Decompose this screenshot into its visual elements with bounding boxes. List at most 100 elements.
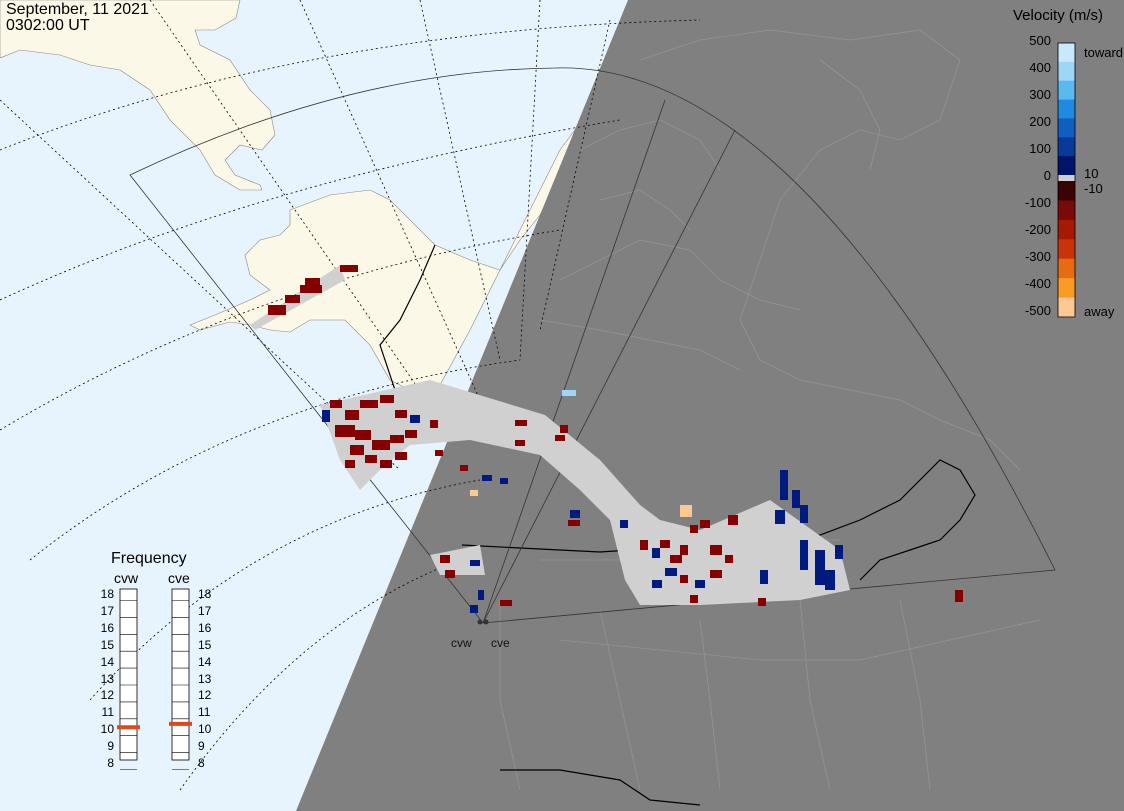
colorbar-pos-label: 10 bbox=[1084, 166, 1099, 181]
echo-cell bbox=[410, 415, 420, 423]
echo-cell bbox=[395, 410, 407, 418]
frequency-title: Frequency bbox=[111, 550, 187, 567]
echo-cell bbox=[372, 440, 390, 450]
echo-cell bbox=[690, 595, 698, 603]
frequency-tick-left: 10 bbox=[100, 722, 114, 737]
colorbar-swatch bbox=[1058, 297, 1075, 318]
echo-cell bbox=[780, 470, 788, 500]
colorbar-tick: 0 bbox=[1043, 168, 1051, 183]
colorbar-swatch bbox=[1058, 43, 1075, 63]
night-side-geography bbox=[499, 29, 1041, 791]
echo-cell bbox=[835, 545, 843, 559]
echo-cell bbox=[345, 410, 359, 420]
colorbar-neg-label: -10 bbox=[1084, 181, 1103, 196]
echo-cell bbox=[470, 605, 478, 613]
colorbar-swatch bbox=[1058, 258, 1075, 279]
colorbar-toward-label: toward bbox=[1084, 45, 1124, 60]
echo-cell bbox=[652, 580, 662, 588]
echo-cell bbox=[728, 515, 738, 525]
echo-cell bbox=[570, 510, 580, 518]
velocity-colorbar bbox=[1057, 42, 1076, 318]
echo-cell bbox=[445, 570, 455, 578]
echo-cell bbox=[350, 445, 364, 455]
echo-cell bbox=[500, 478, 508, 484]
frequency-tick-left: 14 bbox=[100, 654, 114, 669]
echo-cell bbox=[322, 410, 330, 422]
colorbar-swatch bbox=[1058, 61, 1075, 82]
echo-cell bbox=[268, 305, 286, 315]
colorbar-tick: -300 bbox=[1024, 249, 1051, 264]
echo-cell bbox=[470, 560, 480, 566]
echo-cell bbox=[758, 598, 766, 606]
colorbar-tick: 300 bbox=[1029, 87, 1051, 102]
echo-cell bbox=[710, 570, 722, 578]
echo-cell bbox=[405, 430, 417, 438]
time-label: 0302:00 UT bbox=[6, 17, 90, 34]
echo-cell bbox=[365, 455, 377, 463]
echo-cell bbox=[815, 550, 825, 585]
frequency-tick-left: 8 bbox=[107, 756, 114, 770]
colorbar-tick: 500 bbox=[1029, 33, 1051, 48]
echo-cell bbox=[380, 395, 394, 403]
echo-cell bbox=[725, 555, 733, 563]
echo-cell bbox=[760, 570, 768, 584]
colorbar-tick: 200 bbox=[1029, 114, 1051, 129]
cvw-frequency-marker bbox=[117, 725, 140, 730]
colorbar-tick: 100 bbox=[1029, 141, 1051, 156]
echo-cell bbox=[660, 540, 670, 548]
colorbar-away-label: away bbox=[1084, 304, 1115, 319]
echo-cell bbox=[305, 278, 320, 285]
site-marker-cve bbox=[483, 619, 489, 625]
echo-cell bbox=[482, 475, 492, 481]
frequency-tick-right: 14 bbox=[198, 654, 212, 669]
echo-cell bbox=[775, 510, 785, 524]
frequency-tick-right: 10 bbox=[198, 722, 212, 737]
frequency-tick-right: 11 bbox=[198, 705, 211, 720]
echo-cell bbox=[500, 600, 512, 606]
echo-cell bbox=[360, 400, 378, 408]
frequency-tick-left: 17 bbox=[100, 603, 114, 618]
colorbar-swatch bbox=[1058, 278, 1075, 299]
colorbar-swatch-zero bbox=[1058, 175, 1075, 181]
echo-cell bbox=[355, 430, 371, 440]
colorbar-swatch bbox=[1058, 200, 1075, 221]
echo-cell bbox=[680, 545, 688, 555]
frequency-tick-left: 15 bbox=[100, 637, 114, 652]
colorbar-swatch bbox=[1058, 118, 1075, 138]
echo-cell bbox=[285, 295, 300, 303]
graticule bbox=[0, 0, 701, 791]
echo-cell bbox=[695, 580, 705, 588]
echo-cell bbox=[430, 420, 438, 428]
echo-cell bbox=[562, 390, 576, 396]
cvw-frequency-scale bbox=[119, 588, 138, 761]
echo-cell bbox=[955, 590, 963, 602]
echo-cell bbox=[670, 555, 682, 563]
frequency-tick-left: 11 bbox=[101, 705, 114, 720]
colorbar-title: Velocity (m/s) bbox=[1013, 7, 1104, 24]
echo-cell bbox=[515, 420, 527, 426]
echo-cell bbox=[460, 465, 468, 471]
echo-cell bbox=[568, 520, 580, 526]
frequency-tick-right: 18 bbox=[198, 587, 212, 601]
frequency-tick-left: 12 bbox=[100, 688, 114, 703]
colorbar-tick: -400 bbox=[1024, 276, 1051, 291]
siberia-landmass bbox=[0, 0, 276, 191]
frequency-tick-left: 18 bbox=[100, 587, 114, 601]
echo-cell bbox=[665, 568, 677, 576]
colorbar-tick: 400 bbox=[1029, 60, 1051, 75]
velocity-echoes bbox=[268, 265, 963, 613]
echo-cell bbox=[680, 575, 688, 583]
echo-cell bbox=[330, 400, 342, 408]
colorbar-swatch bbox=[1058, 137, 1075, 157]
echo-cell bbox=[800, 505, 808, 523]
echo-cell bbox=[652, 548, 660, 558]
radar-name-cvw: cvw bbox=[114, 570, 139, 586]
night-shade bbox=[296, 0, 1124, 811]
echo-cell bbox=[640, 540, 648, 550]
echo-cell bbox=[435, 450, 443, 456]
date-label: September, 11 2021 bbox=[6, 1, 149, 18]
echo-cell bbox=[470, 490, 478, 496]
radar-name-cve: cve bbox=[168, 570, 190, 586]
